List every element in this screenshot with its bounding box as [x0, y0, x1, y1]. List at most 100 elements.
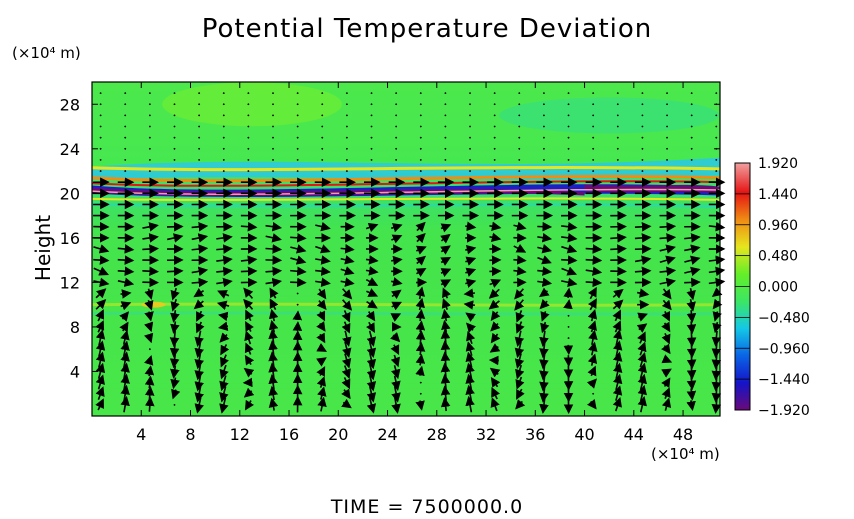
- vector-dot: [543, 114, 545, 117]
- vector-dot: [444, 125, 447, 128]
- vector-arrow: [95, 309, 105, 322]
- lower-yellow-stripe: [91, 197, 721, 202]
- vector-arrow: [216, 266, 233, 277]
- vector-arrow: [465, 362, 475, 379]
- vector-dot: [247, 170, 250, 172]
- vector-arrow: [342, 299, 353, 311]
- vector-dot: [321, 103, 324, 106]
- vector-arrow: [290, 277, 307, 288]
- vector-arrow: [489, 367, 501, 378]
- vector-arrow: [391, 255, 403, 266]
- vector-arrow: [563, 299, 573, 310]
- vector-dot: [567, 103, 570, 106]
- vector-arrow: [268, 397, 279, 411]
- vector-arrow: [440, 268, 452, 277]
- vector-arrow: [170, 310, 180, 323]
- vector-arrow: [244, 342, 254, 355]
- vector-dot: [198, 114, 201, 117]
- vector-arrow: [585, 255, 603, 265]
- vector-dot: [715, 136, 718, 139]
- vector-arrow: [463, 288, 476, 298]
- vector-arrow: [95, 362, 106, 379]
- vector-dot: [469, 92, 471, 95]
- vector-arrow: [95, 320, 105, 333]
- vector-dot: [345, 103, 348, 106]
- vector-dot: [543, 147, 545, 150]
- vector-arrow: [440, 256, 452, 266]
- vector-arrow: [265, 266, 283, 277]
- vector-arrow: [144, 311, 154, 322]
- vector-arrow: [117, 255, 135, 265]
- vector-dot: [321, 92, 324, 95]
- vector-arrow: [465, 312, 476, 322]
- vector-dot: [518, 159, 521, 161]
- vector-dot: [616, 136, 619, 139]
- vector-dot: [543, 136, 545, 139]
- orange-stripe: [91, 174, 721, 183]
- vector-arrow: [634, 244, 652, 254]
- vector-arrow: [193, 299, 205, 310]
- vector-arrow: [119, 321, 129, 333]
- vector-arrow: [610, 244, 627, 254]
- vector-arrow: [391, 234, 403, 244]
- chart-title: Potential Temperature Deviation: [201, 14, 653, 44]
- vector-arrow: [684, 244, 701, 254]
- vector-dot: [592, 392, 595, 395]
- vector-dot: [469, 103, 471, 106]
- vector-arrow: [244, 399, 255, 411]
- vector-dot: [690, 92, 693, 95]
- vector-arrow: [315, 244, 331, 254]
- vector-arrow: [612, 299, 624, 310]
- vector-dot: [296, 103, 299, 106]
- vector-arrow: [390, 332, 401, 343]
- vector-arrow: [465, 278, 477, 288]
- vector-dot: [124, 125, 127, 128]
- vector-arrow: [415, 308, 426, 322]
- vector-dot: [567, 337, 570, 339]
- vector-arrow: [466, 322, 476, 333]
- vector-dot: [296, 303, 299, 306]
- mid-band: [91, 302, 721, 307]
- vector-arrow: [144, 365, 155, 377]
- vector-dot: [198, 125, 201, 128]
- y-tick-label: 4: [70, 362, 80, 381]
- vector-arrow: [144, 288, 154, 300]
- vector-arrow: [316, 310, 326, 322]
- vector-arrow: [243, 367, 255, 378]
- x-tick-label: 36: [525, 425, 545, 444]
- vector-arrow: [516, 388, 525, 400]
- vector-arrow: [440, 340, 451, 357]
- vector-arrow: [659, 233, 677, 243]
- vector-arrow: [514, 299, 525, 311]
- vector-dot: [641, 170, 644, 172]
- vector-dot: [518, 103, 521, 106]
- vector-dot: [272, 147, 274, 150]
- vector-arrow: [637, 362, 647, 379]
- vector-dot: [493, 125, 496, 128]
- vector-arrow: [587, 286, 597, 300]
- vector-dot: [715, 114, 718, 117]
- vector-dot: [567, 136, 570, 139]
- vector-dot: [395, 103, 398, 106]
- y-tick-label: 28: [60, 95, 80, 114]
- vector-arrow: [489, 221, 502, 231]
- vector-dot: [222, 114, 225, 117]
- vector-dot: [370, 125, 373, 128]
- vector-arrow: [245, 321, 254, 332]
- vector-arrow: [119, 311, 130, 322]
- vector-arrow: [144, 375, 155, 389]
- vector-dot: [419, 92, 422, 95]
- vector-arrow: [686, 376, 697, 391]
- vector-arrow: [634, 233, 652, 243]
- vector-arrow: [491, 387, 500, 400]
- vector-dot: [173, 147, 176, 150]
- vector-dot: [715, 170, 718, 172]
- vector-dot: [493, 159, 496, 161]
- vector-arrow: [170, 298, 180, 312]
- vector-dot: [296, 125, 299, 128]
- vector-dot: [493, 170, 496, 172]
- vector-arrow: [415, 232, 426, 244]
- vector-arrow: [269, 287, 279, 299]
- vector-arrow: [316, 366, 326, 377]
- vector-arrow: [117, 244, 135, 254]
